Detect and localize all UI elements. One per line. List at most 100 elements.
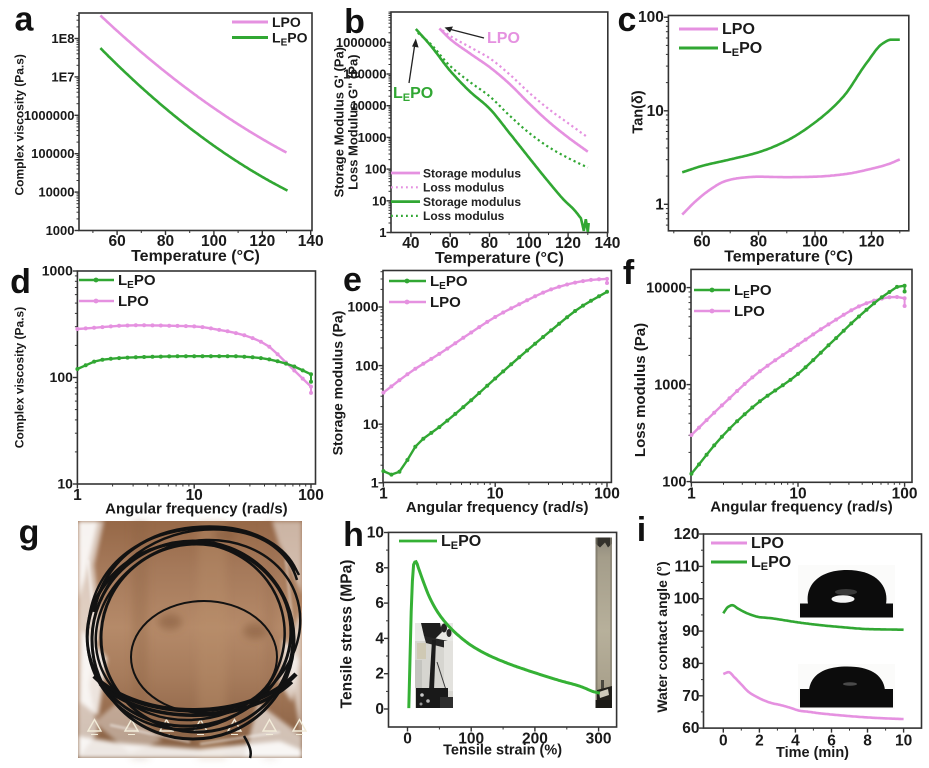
svg-text:1000: 1000 (347, 299, 378, 315)
svg-text:LPO: LPO (751, 535, 784, 552)
svg-text:LPO: LPO (118, 293, 149, 310)
svg-text:Temperature (°C): Temperature (°C) (724, 248, 853, 265)
svg-text:110: 110 (674, 558, 699, 575)
svg-text:60: 60 (442, 235, 459, 252)
svg-text:1E7: 1E7 (51, 69, 74, 84)
svg-text:100000: 100000 (343, 67, 386, 82)
svg-text:100: 100 (298, 487, 324, 504)
svg-text:4: 4 (791, 733, 800, 750)
svg-text:Time (min): Time (min) (776, 745, 849, 761)
svg-text:g: g (19, 514, 40, 552)
svg-text:1000: 1000 (46, 223, 75, 238)
svg-text:80: 80 (481, 235, 498, 252)
svg-text:f: f (623, 254, 635, 292)
svg-text:Storage Modulus G' (Pa): Storage Modulus G' (Pa) (332, 47, 347, 197)
svg-text:Loss modulus: Loss modulus (423, 181, 505, 195)
svg-text:LEPO: LEPO (118, 272, 156, 291)
svg-text:i: i (637, 511, 646, 549)
svg-text:Tan(δ): Tan(δ) (631, 90, 647, 133)
svg-text:8: 8 (375, 560, 384, 577)
svg-text:Water contact angle (°): Water contact angle (°) (654, 561, 670, 712)
svg-text:Angular frequency (rad/s): Angular frequency (rad/s) (105, 501, 288, 518)
svg-text:40: 40 (402, 235, 419, 252)
svg-text:1000000: 1000000 (336, 35, 387, 50)
svg-text:1: 1 (687, 485, 696, 502)
svg-text:Loss modulus: Loss modulus (423, 209, 505, 223)
svg-text:LPO: LPO (487, 30, 520, 47)
svg-text:Temperature (°C): Temperature (°C) (131, 248, 260, 265)
svg-text:LEPO: LEPO (734, 282, 772, 301)
svg-text:80: 80 (750, 233, 767, 250)
svg-text:100: 100 (50, 369, 74, 385)
svg-text:1: 1 (655, 196, 664, 213)
svg-text:10000: 10000 (350, 98, 386, 113)
svg-text:Temperature (°C): Temperature (°C) (435, 250, 564, 267)
svg-text:Storage modulus: Storage modulus (423, 166, 521, 180)
svg-text:10: 10 (895, 733, 912, 750)
svg-text:100: 100 (674, 591, 700, 608)
svg-text:10000: 10000 (38, 185, 74, 200)
svg-text:10: 10 (372, 193, 386, 208)
svg-text:200: 200 (522, 731, 548, 748)
svg-text:140: 140 (298, 233, 324, 250)
svg-text:0: 0 (719, 733, 728, 750)
svg-text:Complex viscosity (Pa.s): Complex viscosity (Pa.s) (13, 54, 27, 195)
svg-text:1E8: 1E8 (51, 31, 74, 46)
svg-text:10: 10 (367, 525, 384, 542)
svg-text:120: 120 (674, 526, 700, 543)
svg-text:100: 100 (638, 9, 664, 26)
svg-text:Angular frequency (rad/s): Angular frequency (rad/s) (406, 499, 589, 516)
svg-text:Storage modulus: Storage modulus (423, 195, 521, 209)
svg-text:80: 80 (157, 233, 174, 250)
svg-text:10: 10 (186, 487, 203, 504)
svg-text:1000: 1000 (358, 130, 387, 145)
svg-text:1000: 1000 (42, 263, 73, 279)
svg-text:e: e (343, 261, 362, 299)
svg-text:100: 100 (201, 233, 227, 250)
svg-text:1: 1 (371, 475, 379, 491)
svg-text:100: 100 (355, 357, 379, 373)
svg-text:4: 4 (375, 630, 384, 647)
svg-text:2: 2 (375, 666, 384, 683)
svg-text:6: 6 (375, 595, 384, 612)
svg-text:90: 90 (682, 623, 699, 640)
svg-text:b: b (344, 3, 365, 41)
svg-text:10: 10 (789, 485, 806, 502)
svg-text:10: 10 (363, 416, 379, 432)
svg-text:Angular frequency (rad/s): Angular frequency (rad/s) (710, 498, 893, 515)
svg-text:h: h (343, 516, 364, 554)
svg-text:100: 100 (662, 474, 686, 490)
svg-text:LPO: LPO (272, 14, 301, 30)
svg-text:Complex viscosity (Pa.s): Complex viscosity (Pa.s) (13, 307, 27, 448)
svg-text:2: 2 (755, 733, 764, 750)
svg-text:1: 1 (379, 225, 386, 240)
svg-text:LPO: LPO (734, 303, 765, 320)
svg-text:Tensile strain (%): Tensile strain (%) (443, 743, 562, 759)
svg-text:10: 10 (487, 485, 504, 502)
svg-text:120: 120 (859, 233, 885, 250)
svg-text:LEPO: LEPO (722, 40, 762, 59)
svg-text:d: d (10, 263, 31, 301)
svg-text:120: 120 (555, 235, 581, 252)
svg-text:LPO: LPO (430, 294, 461, 311)
svg-text:a: a (15, 1, 35, 39)
svg-text:Storage modulus (Pa): Storage modulus (Pa) (330, 311, 346, 456)
svg-text:LEPO: LEPO (751, 554, 791, 573)
svg-text:60: 60 (682, 720, 699, 737)
svg-text:10: 10 (57, 476, 73, 492)
svg-text:10: 10 (647, 103, 664, 120)
svg-text:100000: 100000 (31, 146, 74, 161)
svg-text:100: 100 (594, 485, 620, 502)
svg-text:60: 60 (693, 233, 710, 250)
svg-text:Tensile stress (MPa): Tensile stress (MPa) (339, 560, 356, 709)
svg-text:300: 300 (586, 731, 612, 748)
svg-text:c: c (618, 1, 637, 39)
svg-text:0: 0 (403, 731, 412, 748)
svg-text:60: 60 (108, 233, 125, 250)
svg-text:1000000: 1000000 (24, 108, 75, 123)
svg-text:100: 100 (892, 485, 918, 502)
svg-text:80: 80 (682, 655, 699, 672)
svg-text:6: 6 (827, 733, 836, 750)
svg-text:LPO: LPO (722, 21, 755, 38)
svg-text:1000: 1000 (654, 377, 686, 393)
